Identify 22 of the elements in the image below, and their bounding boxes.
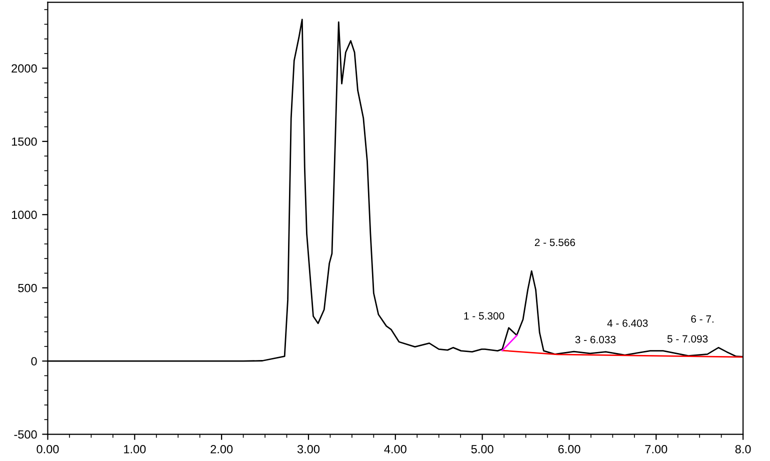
- annotation: 6 - 7.: [691, 315, 714, 323]
- x-tick-label: 0.00: [36, 444, 59, 454]
- y-tick-label: -500: [14, 430, 37, 439]
- x-tick-label: 3.00: [297, 444, 320, 454]
- x-tick-label: 1.00: [124, 444, 146, 454]
- y-tick-label: 1000: [12, 210, 37, 220]
- x-tick-label: 4.00: [384, 444, 406, 454]
- x-tick-label: 5.00: [471, 444, 494, 454]
- y-tick-label: 0: [31, 357, 37, 366]
- x-tick-label: 2.00: [210, 444, 233, 454]
- annotation: 1 - 5.300: [464, 312, 504, 320]
- y-tick-label: 1500: [12, 137, 37, 146]
- annotation: 5 - 7.093: [667, 335, 708, 343]
- annotation: 4 - 6.403: [607, 320, 648, 327]
- y-tick-label: 2000: [12, 64, 37, 73]
- x-tick-label: 8.0: [735, 444, 751, 454]
- y-tick-label: 500: [18, 284, 37, 292]
- x-tick-label: 6.00: [558, 444, 580, 454]
- x-tick-label: 7.00: [645, 444, 668, 454]
- annotation: 2 - 5.566: [534, 238, 576, 246]
- line-series: [502, 350, 744, 358]
- annotation: 3 - 6.033: [575, 336, 616, 344]
